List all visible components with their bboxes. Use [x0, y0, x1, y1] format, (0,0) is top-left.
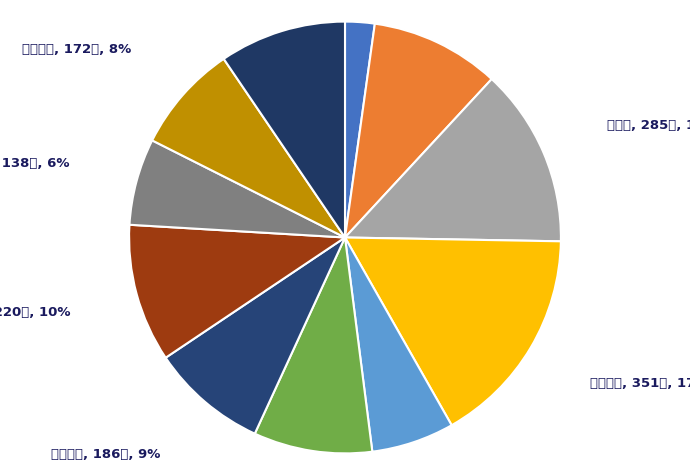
Text: ６０歳～, 138人, 6%: ６０歳～, 138人, 6%	[0, 157, 70, 170]
Wedge shape	[345, 24, 492, 238]
Wedge shape	[224, 21, 345, 238]
Text: ４０歳～, 186人, 9%: ４０歳～, 186人, 9%	[51, 448, 160, 461]
Wedge shape	[130, 141, 345, 238]
Text: ５歳～, 285人, 13%: ５歳～, 285人, 13%	[607, 119, 690, 132]
Wedge shape	[129, 225, 345, 358]
Wedge shape	[166, 238, 345, 434]
Wedge shape	[345, 79, 561, 241]
Wedge shape	[345, 238, 561, 425]
Text: ５０歳～, 220人, 10%: ５０歳～, 220人, 10%	[0, 306, 70, 319]
Wedge shape	[255, 238, 373, 454]
Text: ７０歳～, 172人, 8%: ７０歳～, 172人, 8%	[21, 43, 131, 56]
Text: １０歳～, 351人, 17%: １０歳～, 351人, 17%	[590, 377, 690, 389]
Wedge shape	[345, 238, 452, 452]
Wedge shape	[345, 21, 375, 238]
Wedge shape	[152, 59, 345, 238]
